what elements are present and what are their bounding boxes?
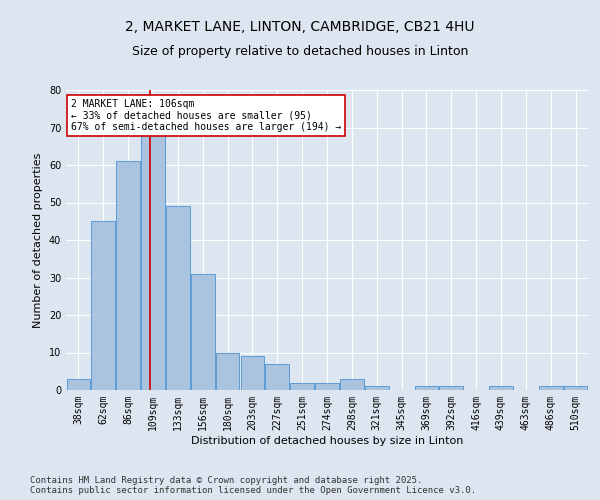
Bar xyxy=(91,221,115,390)
Bar xyxy=(439,386,463,390)
Bar xyxy=(241,356,264,390)
Bar xyxy=(539,386,563,390)
Bar xyxy=(141,135,165,390)
Text: 2 MARKET LANE: 106sqm
← 33% of detached houses are smaller (95)
67% of semi-deta: 2 MARKET LANE: 106sqm ← 33% of detached … xyxy=(71,99,341,132)
Bar xyxy=(191,274,215,390)
Bar xyxy=(116,161,140,390)
Text: Size of property relative to detached houses in Linton: Size of property relative to detached ho… xyxy=(132,45,468,58)
Bar xyxy=(340,379,364,390)
Y-axis label: Number of detached properties: Number of detached properties xyxy=(33,152,43,328)
Text: 2, MARKET LANE, LINTON, CAMBRIDGE, CB21 4HU: 2, MARKET LANE, LINTON, CAMBRIDGE, CB21 … xyxy=(125,20,475,34)
Bar xyxy=(564,386,587,390)
Bar xyxy=(415,386,438,390)
Bar xyxy=(67,379,90,390)
Bar xyxy=(489,386,513,390)
Bar xyxy=(365,386,389,390)
X-axis label: Distribution of detached houses by size in Linton: Distribution of detached houses by size … xyxy=(191,436,463,446)
Text: Contains HM Land Registry data © Crown copyright and database right 2025.
Contai: Contains HM Land Registry data © Crown c… xyxy=(30,476,476,495)
Bar xyxy=(166,206,190,390)
Bar xyxy=(216,352,239,390)
Bar xyxy=(290,382,314,390)
Bar xyxy=(265,364,289,390)
Bar xyxy=(315,382,339,390)
